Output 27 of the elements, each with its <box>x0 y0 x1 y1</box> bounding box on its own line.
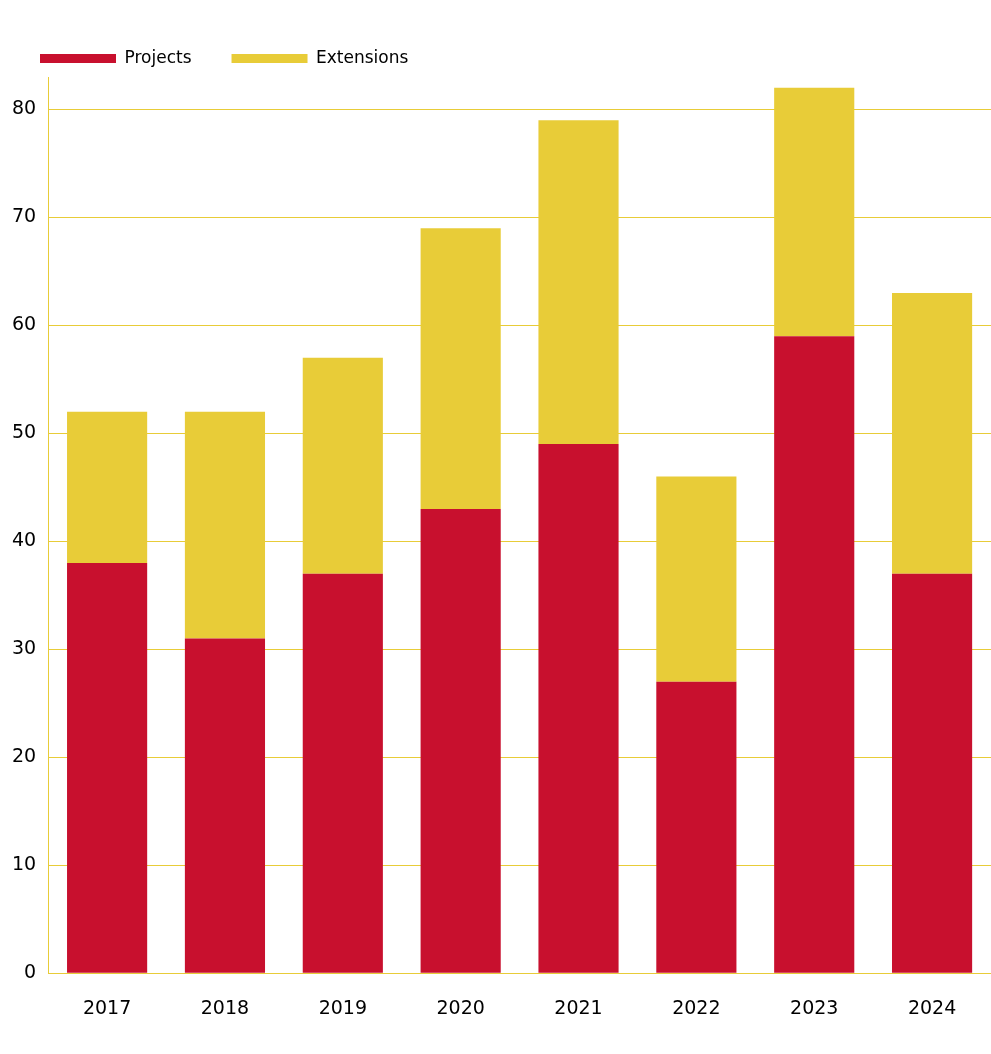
bar <box>656 681 737 973</box>
x-tick-label: 2019 <box>318 995 367 1018</box>
y-tick-label: 50 <box>11 420 37 443</box>
x-tick-label: 2020 <box>436 995 485 1018</box>
bar <box>184 638 266 973</box>
y-tick-label: 80 <box>11 96 37 119</box>
x-tick-label: 2023 <box>790 995 839 1018</box>
y-tick-label: 40 <box>11 528 37 551</box>
legend-label: Projects <box>124 46 192 67</box>
bar <box>538 444 619 973</box>
x-tick-label: 2021 <box>554 995 603 1018</box>
y-tick-label: 30 <box>11 636 37 659</box>
y-tick-label: 20 <box>11 744 37 767</box>
y-tick-label: 10 <box>11 852 37 875</box>
bar <box>302 573 383 973</box>
bar <box>774 336 855 973</box>
x-tick-label: 2017 <box>82 995 132 1018</box>
y-tick-label: 0 <box>24 960 37 983</box>
bar <box>420 508 501 973</box>
y-tick-label: 60 <box>11 312 37 335</box>
x-tick-label: 2018 <box>200 995 250 1018</box>
y-tick-label: 70 <box>11 204 37 227</box>
bar <box>67 562 148 973</box>
x-tick-label: 2024 <box>907 995 957 1018</box>
x-tick-label: 2022 <box>672 995 721 1018</box>
legend-label: Extensions <box>316 46 409 67</box>
bar <box>892 573 973 973</box>
